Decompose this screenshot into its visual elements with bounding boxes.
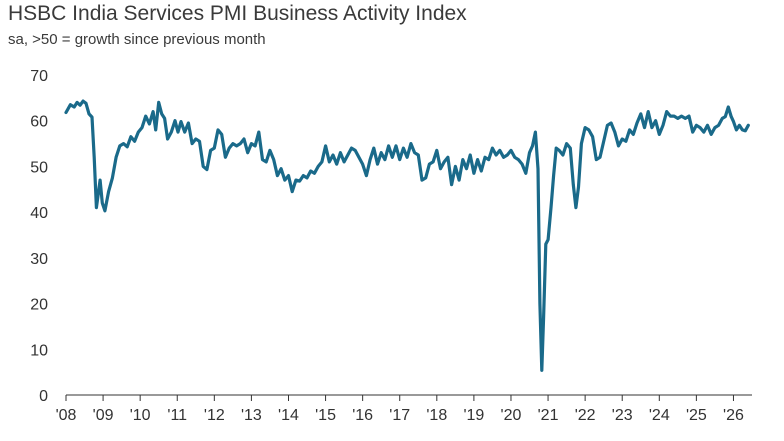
y-tick-label: 50 <box>30 159 48 176</box>
x-tick-label: '14 <box>278 407 299 424</box>
series-line <box>64 99 750 372</box>
x-tick-label: '21 <box>538 407 559 424</box>
chart-subtitle: sa, >50 = growth since previous month <box>8 31 266 48</box>
x-tick-label: '24 <box>649 407 670 424</box>
y-tick-label: 70 <box>30 68 48 85</box>
x-tick-label: '11 <box>167 407 187 424</box>
x-tick-label: '17 <box>389 407 410 424</box>
y-axis-ticks: 0 10 20 30 40 50 60 70 <box>30 68 48 405</box>
x-tick-label: '22 <box>575 407 596 424</box>
x-tick-label: '18 <box>426 407 447 424</box>
y-tick-label: 10 <box>30 342 48 359</box>
x-tick-label: '08 <box>56 407 77 424</box>
y-tick-label: 20 <box>30 297 48 314</box>
x-tick-label: '09 <box>93 407 114 424</box>
x-tick-label: '20 <box>501 407 522 424</box>
x-tick-label: '26 <box>723 407 744 424</box>
x-tick-label: '15 <box>315 407 336 424</box>
x-tick-label: '12 <box>204 407 225 424</box>
x-axis-ticks: '08 '09 '10 '11 '12 '13 '14 '15 '16 '17 '18 '19 '20 '… <box>56 395 744 424</box>
chart-title: HSBC India Services PMI Business Activit… <box>8 2 467 25</box>
x-tick-label: '16 <box>352 407 373 424</box>
x-tick-label: '23 <box>612 407 633 424</box>
x-tick-label: '10 <box>130 407 151 424</box>
x-tick-label: '19 <box>463 407 484 424</box>
x-tick-label: '13 <box>241 407 262 424</box>
y-tick-label: 40 <box>30 205 48 222</box>
x-tick-label: '25 <box>686 407 707 424</box>
y-tick-label: 60 <box>30 114 48 131</box>
y-tick-label: 0 <box>39 388 48 405</box>
y-tick-label: 30 <box>30 251 48 268</box>
